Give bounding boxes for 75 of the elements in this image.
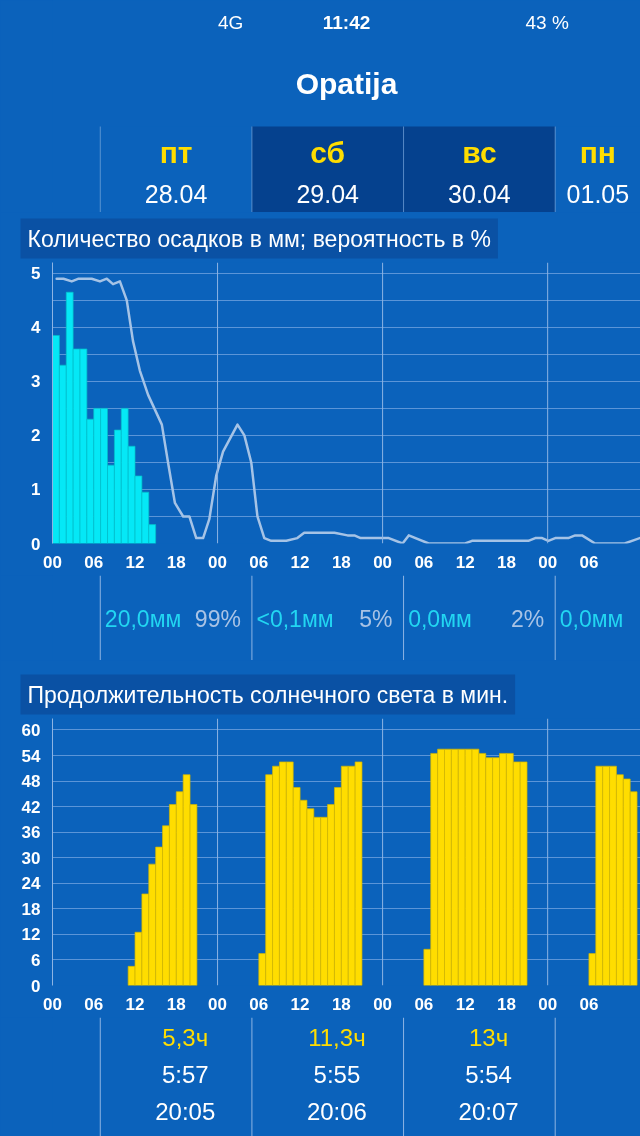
text: 4G	[217, 12, 244, 33]
y-tick-label: 4	[31, 318, 42, 338]
text: 5:57	[161, 1061, 209, 1088]
x-tick-label: 06	[414, 552, 434, 572]
x-tick-label: 18	[331, 552, 351, 572]
x-tick-label: 00	[538, 552, 558, 572]
chart-title: Количество осадков в мм; вероятность в %	[27, 225, 491, 252]
y-tick-label: 2	[31, 426, 41, 446]
y-tick-label: 54	[21, 746, 42, 766]
x-tick-label: 00	[208, 994, 228, 1014]
x-tick-label: 18	[166, 994, 186, 1014]
x-tick-label: 18	[496, 552, 516, 572]
x-tick-label: 18	[496, 994, 516, 1014]
y-tick-label: 48	[21, 772, 41, 792]
x-tick-label: 12	[125, 994, 145, 1014]
text: 99%	[194, 605, 241, 632]
y-tick-label: 36	[21, 823, 41, 843]
x-tick-label: 12	[290, 552, 310, 572]
x-tick-label: 00	[208, 552, 228, 572]
x-tick-label: 06	[414, 994, 434, 1014]
text: 0,0мм	[408, 605, 472, 632]
text: 01.05	[566, 179, 630, 208]
y-tick-label: 0	[31, 976, 41, 996]
text: пт	[159, 136, 193, 169]
text: 5,3ч	[162, 1024, 209, 1051]
x-tick-label: 00	[43, 552, 62, 572]
text: 5:54	[465, 1061, 512, 1088]
text: вс	[462, 136, 497, 169]
x-tick-label: 12	[455, 994, 475, 1014]
x-tick-label: 18	[166, 552, 186, 572]
text: 20:07	[458, 1098, 519, 1125]
y-tick-label: 24	[21, 874, 42, 894]
text: 43 %	[525, 12, 569, 33]
y-tick-label: 0	[31, 534, 41, 554]
x-tick-label: 00	[373, 552, 393, 572]
y-tick-label: 60	[21, 721, 41, 740]
chart-title: Продолжительность солнечного света в мин.	[27, 681, 509, 708]
text: 29.04	[296, 179, 360, 208]
text: 5%	[359, 605, 393, 632]
x-tick-label: 06	[249, 552, 269, 572]
y-tick-label: 1	[31, 480, 41, 500]
x-tick-label: 06	[579, 994, 599, 1014]
text: Opatija	[295, 67, 398, 100]
y-tick-label: 3	[31, 372, 41, 392]
x-tick-label: 06	[84, 552, 104, 572]
y-tick-label: 5	[31, 264, 41, 284]
text: сб	[310, 136, 346, 169]
y-tick-label: 42	[21, 797, 41, 817]
x-tick-label: 12	[125, 552, 145, 572]
text: 2%	[510, 605, 545, 632]
x-tick-label: 06	[579, 552, 599, 572]
text: 20:05	[155, 1098, 216, 1125]
x-tick-label: 06	[84, 994, 104, 1014]
x-tick-label: 00	[538, 994, 558, 1014]
y-tick-label: 12	[21, 925, 41, 945]
text: 11:42	[322, 12, 371, 33]
text: пн	[579, 136, 616, 169]
x-tick-label: 18	[331, 994, 351, 1014]
text: 0,0мм	[559, 605, 624, 632]
y-tick-label: 30	[21, 848, 41, 868]
text: 13ч	[468, 1024, 509, 1051]
x-tick-label: 12	[290, 994, 310, 1014]
text: 30.04	[448, 179, 511, 208]
x-tick-label: 00	[373, 994, 393, 1014]
x-tick-label: 06	[249, 994, 269, 1014]
text: 20:06	[306, 1098, 367, 1125]
y-tick-label: 18	[21, 899, 41, 919]
x-tick-label: 12	[455, 552, 475, 572]
text: 28.04	[144, 179, 208, 208]
text: 11,3ч	[308, 1024, 366, 1051]
text: 20,0мм	[104, 605, 182, 632]
y-tick-label: 6	[31, 950, 41, 970]
x-tick-label: 00	[43, 994, 62, 1014]
text: <0,1мм	[256, 605, 334, 632]
text: 5:55	[313, 1061, 361, 1088]
